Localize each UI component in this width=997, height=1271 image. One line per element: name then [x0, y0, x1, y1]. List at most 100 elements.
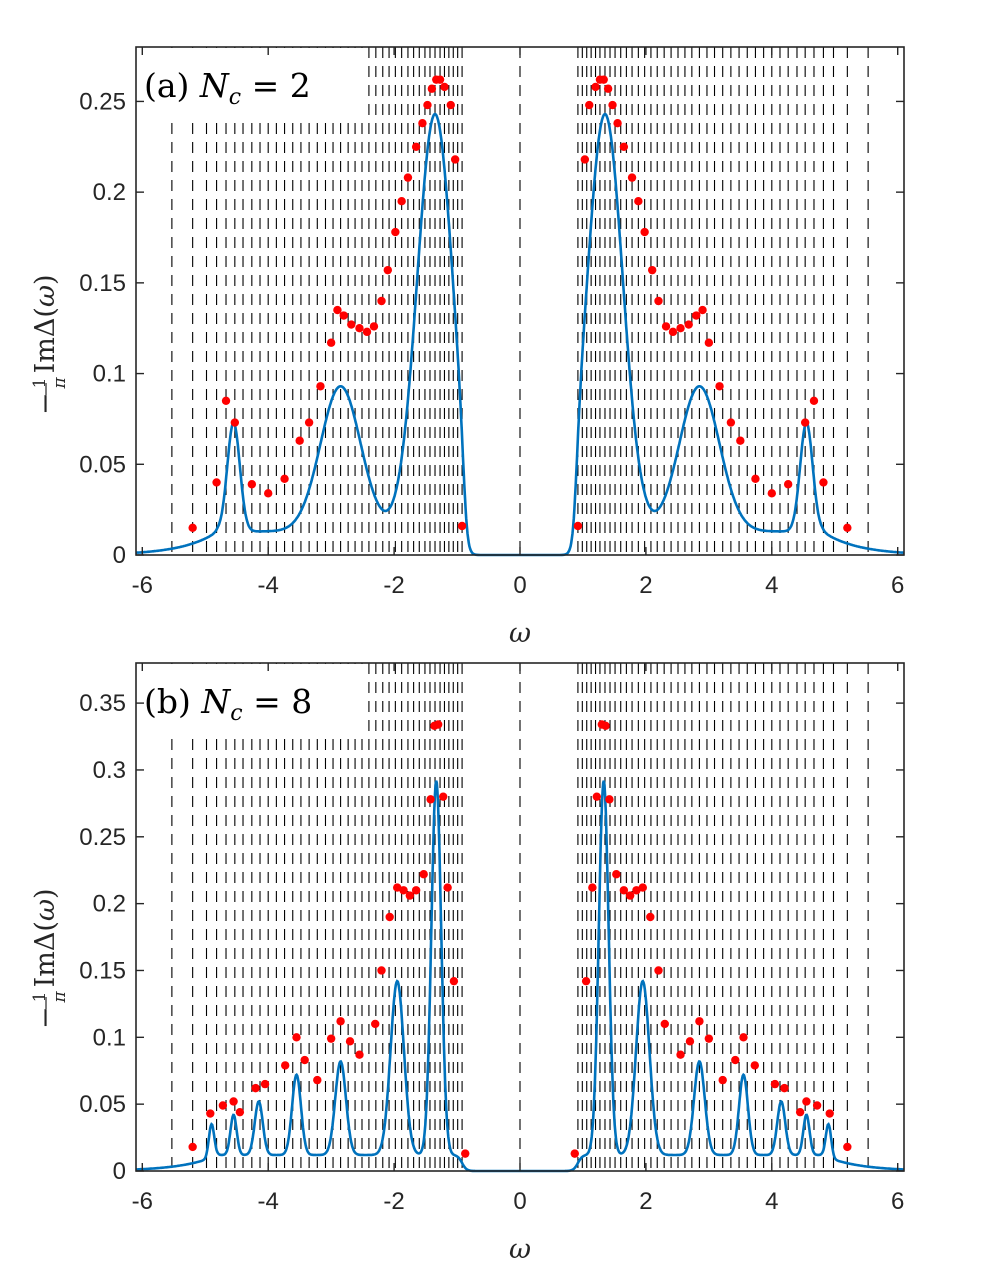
data-point — [608, 100, 617, 110]
x-tick-label: 2 — [639, 1188, 652, 1215]
data-point — [385, 912, 394, 922]
data-point — [795, 1107, 805, 1117]
data-point — [397, 197, 406, 206]
data-point — [802, 1097, 811, 1106]
data-point — [646, 912, 655, 922]
y-tick-label: 0.35 — [79, 690, 126, 717]
x-tick-label: 6 — [891, 1188, 904, 1215]
data-point — [345, 1037, 355, 1046]
y-label-function: ImΔ( — [30, 921, 61, 987]
x-tick-label: 2 — [639, 572, 652, 599]
panel-label-letter: (a) — [144, 66, 200, 105]
y-label-variable: ω — [30, 899, 61, 921]
data-point — [446, 100, 455, 110]
x-tick-label: 6 — [891, 572, 904, 599]
data-point — [411, 142, 421, 151]
data-point — [619, 886, 629, 895]
data-point — [300, 1055, 309, 1065]
panel-label-background — [137, 664, 367, 734]
data-point — [247, 480, 257, 489]
data-point — [355, 1050, 364, 1059]
x-axis-label: ω — [509, 1234, 531, 1265]
y-tick-label: 0.1 — [93, 1024, 126, 1051]
data-point — [251, 1083, 260, 1093]
data-point — [715, 382, 724, 391]
data-point — [809, 396, 819, 405]
data-point — [403, 173, 413, 182]
data-point — [654, 296, 663, 306]
data-point — [654, 966, 663, 975]
y-tick-label: 0.05 — [79, 1091, 126, 1118]
data-point — [800, 418, 810, 427]
data-point — [591, 82, 600, 92]
x-tick-label: -6 — [132, 1188, 153, 1215]
data-point — [188, 523, 197, 532]
data-point — [423, 100, 432, 110]
data-point — [698, 305, 707, 315]
data-point — [592, 792, 601, 801]
y-tick-label: 0.25 — [79, 824, 126, 851]
data-point — [825, 1109, 834, 1118]
data-point — [450, 155, 460, 164]
data-point — [212, 478, 221, 487]
data-point — [427, 84, 437, 93]
data-point — [221, 396, 231, 405]
data-point — [780, 1083, 789, 1093]
data-point — [718, 1075, 727, 1085]
dashed-lines — [171, 47, 869, 555]
x-tick-label: -4 — [258, 572, 279, 599]
data-point — [638, 883, 647, 892]
data-point — [601, 721, 610, 731]
data-point — [684, 320, 693, 329]
data-point — [229, 1097, 238, 1106]
data-point — [619, 142, 629, 151]
data-point — [695, 1017, 704, 1026]
data-point — [750, 1061, 760, 1070]
data-point — [736, 436, 745, 445]
data-point — [393, 883, 402, 892]
y-tick-label: 0.1 — [93, 361, 126, 388]
data-point — [573, 521, 583, 531]
data-point — [369, 322, 379, 331]
x-tick-label: 4 — [765, 572, 778, 599]
data-point — [295, 436, 304, 445]
x-tick-label: 0 — [513, 572, 526, 599]
data-point — [280, 474, 289, 483]
data-point — [339, 311, 348, 320]
panel-label-value: = 8 — [243, 682, 313, 721]
data-point — [627, 173, 637, 182]
data-point — [812, 1101, 822, 1110]
data-point — [419, 870, 428, 879]
y-label-function: ImΔ( — [30, 307, 61, 373]
dashed-lines — [171, 663, 869, 1171]
data-point — [676, 1050, 685, 1059]
panel-label-letter: (b) — [144, 682, 201, 721]
panel-label-value: = 2 — [241, 66, 311, 105]
data-point — [347, 320, 356, 329]
y-label-denominator: π — [50, 377, 70, 390]
data-point — [767, 489, 777, 498]
panel-label: (b) Nc = 8 — [144, 682, 312, 726]
panel-label-sub: c — [229, 85, 241, 110]
data-point — [316, 382, 325, 391]
data-point — [783, 480, 793, 489]
y-tick-label: 0 — [113, 542, 126, 569]
data-points — [188, 720, 852, 1158]
x-tick-label: -4 — [258, 1188, 279, 1215]
data-point — [292, 1033, 301, 1042]
y-label-minus: − — [30, 392, 61, 415]
y-label-close: ) — [30, 274, 61, 285]
y-label-minus: − — [30, 1006, 61, 1029]
data-point — [585, 100, 594, 110]
data-point — [280, 1061, 290, 1070]
y-tick-label: 0.15 — [79, 957, 126, 984]
y-tick-label: 0.15 — [79, 270, 126, 297]
data-point — [660, 1019, 669, 1029]
y-tick-label: 0.05 — [79, 451, 126, 478]
data-point — [399, 886, 408, 895]
y-axis-label-text: − 1π ImΔ(ω) — [30, 274, 70, 415]
data-point — [206, 1109, 215, 1118]
data-point — [362, 327, 372, 337]
data-point — [770, 1079, 780, 1089]
